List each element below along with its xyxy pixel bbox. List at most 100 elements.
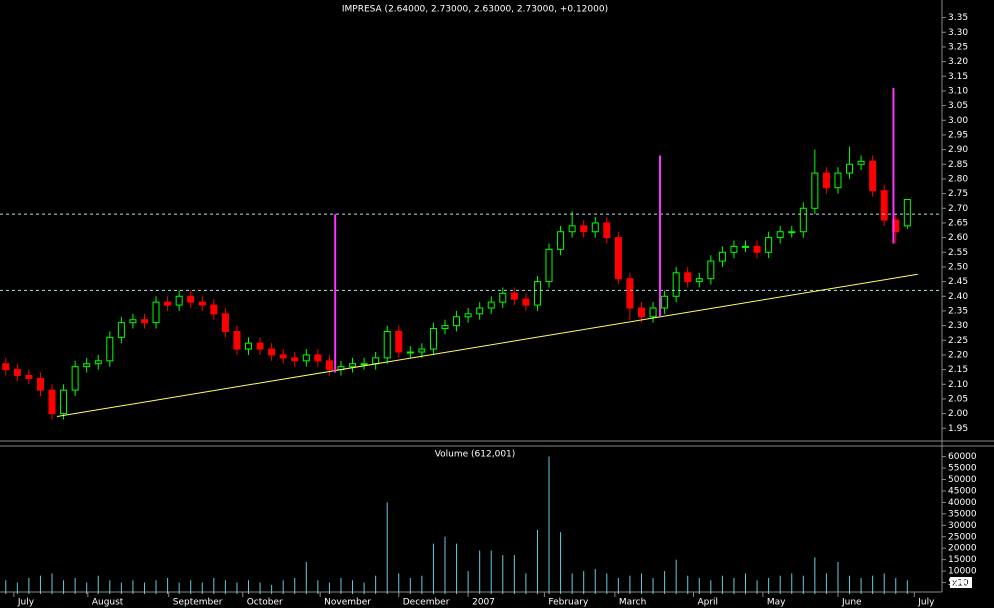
y-tick-label: 2.00 xyxy=(948,409,968,419)
candle-body xyxy=(36,377,44,391)
candle-body xyxy=(765,237,773,253)
candle-body xyxy=(13,369,21,376)
y-tick-label: 2.40 xyxy=(948,292,968,302)
y-tick-label: 3.30 xyxy=(948,28,968,38)
x-tick-label: July xyxy=(17,598,35,608)
candle-body xyxy=(406,351,414,354)
candle-body xyxy=(325,360,333,371)
candle-body xyxy=(268,348,276,356)
candle-body xyxy=(187,295,195,303)
candle-body xyxy=(349,363,357,368)
candle-body xyxy=(152,301,160,324)
candle-body xyxy=(811,172,819,209)
y-tick-label: 2.90 xyxy=(948,145,968,155)
candle-body xyxy=(71,366,79,391)
candle-body xyxy=(429,328,437,350)
x-tick-label: 2007 xyxy=(472,598,495,608)
y-tick-label: 40000 xyxy=(948,498,977,508)
x-tick-label: August xyxy=(92,598,124,608)
candle-body xyxy=(94,360,102,365)
candle-body xyxy=(129,319,137,324)
candle-body xyxy=(580,225,588,233)
candle-body xyxy=(117,322,125,338)
y-tick-label: 45000 xyxy=(948,486,977,496)
candle-body xyxy=(83,363,91,368)
x-tick-label: February xyxy=(548,598,589,608)
unit-box xyxy=(950,577,972,588)
candle-body xyxy=(48,389,56,415)
candle-body xyxy=(2,363,10,371)
y-tick-label: 50000 xyxy=(948,475,977,485)
y-tick-label: 25000 xyxy=(948,532,977,542)
candle-body xyxy=(140,319,148,324)
y-tick-label: 3.10 xyxy=(948,86,968,96)
candle-body xyxy=(372,357,380,365)
candle-body xyxy=(302,354,310,362)
candle-body xyxy=(106,336,114,362)
candle-body xyxy=(25,374,33,379)
y-tick-label: 3.20 xyxy=(948,57,968,67)
unit-label: x10 xyxy=(952,579,969,589)
candle-body xyxy=(279,354,287,359)
y-tick-label: 15000 xyxy=(948,555,977,565)
candle-body xyxy=(360,363,368,366)
y-tick-label: 3.15 xyxy=(948,72,968,82)
candle-body xyxy=(210,304,218,315)
price-title: IMPRESA (2.64000, 2.73000, 2.63000, 2.73… xyxy=(342,5,608,15)
y-tick-label: 60000 xyxy=(948,452,977,462)
candle-body xyxy=(533,281,541,306)
candle-body xyxy=(522,298,530,306)
x-tick-label: April xyxy=(697,598,718,608)
y-tick-label: 2.80 xyxy=(948,174,968,184)
y-tick-label: 2.70 xyxy=(948,204,968,214)
candle-body xyxy=(510,292,518,300)
y-tick-label: 35000 xyxy=(948,509,977,519)
candle-body xyxy=(649,307,657,318)
y-tick-label: 55000 xyxy=(948,464,977,474)
candle-body xyxy=(880,190,888,221)
x-tick-label: October xyxy=(247,598,283,608)
candle-body xyxy=(661,295,669,309)
x-tick-label: March xyxy=(619,598,646,608)
y-tick-label: 3.00 xyxy=(948,116,968,126)
x-tick-label: September xyxy=(173,598,223,608)
candle-body xyxy=(291,357,299,362)
candle-body xyxy=(453,316,461,327)
y-tick-label: 2.05 xyxy=(948,394,968,404)
y-tick-label: 2.50 xyxy=(948,262,968,272)
candle-body xyxy=(256,342,264,350)
candle-body xyxy=(383,330,391,359)
candle-body xyxy=(464,313,472,318)
y-tick-label: 2.95 xyxy=(948,130,968,140)
y-tick-label: 1.95 xyxy=(948,424,968,434)
y-tick-label: 2.30 xyxy=(948,321,968,331)
candle-body xyxy=(742,245,750,248)
candle-body xyxy=(834,172,842,189)
y-tick-label: 30000 xyxy=(948,521,977,531)
candle-body xyxy=(418,348,426,353)
x-tick-label: June xyxy=(841,598,862,608)
x-tick-label: July xyxy=(917,598,935,608)
volume-title: Volume (612,001) xyxy=(435,450,516,460)
candle-body xyxy=(614,237,622,280)
candle-body xyxy=(245,342,253,350)
candle-body xyxy=(695,278,703,283)
candle-body xyxy=(730,245,738,253)
candle-body xyxy=(776,231,784,239)
candle-body xyxy=(487,301,495,309)
candle-body xyxy=(545,248,553,283)
y-tick-label: 2.85 xyxy=(948,160,968,170)
candle-body xyxy=(60,389,68,415)
candle-body xyxy=(221,313,229,332)
y-tick-label: 20000 xyxy=(948,544,977,554)
trendline xyxy=(56,273,918,418)
candle-body xyxy=(799,207,807,233)
x-tick-label: December xyxy=(403,598,450,608)
y-tick-label: 2.10 xyxy=(948,380,968,390)
candle-body xyxy=(233,330,241,350)
y-tick-label: 2.35 xyxy=(948,306,968,316)
x-tick-label: November xyxy=(324,598,371,608)
candle-body xyxy=(857,160,865,165)
candle-body xyxy=(672,272,680,297)
candle-body xyxy=(603,222,611,239)
